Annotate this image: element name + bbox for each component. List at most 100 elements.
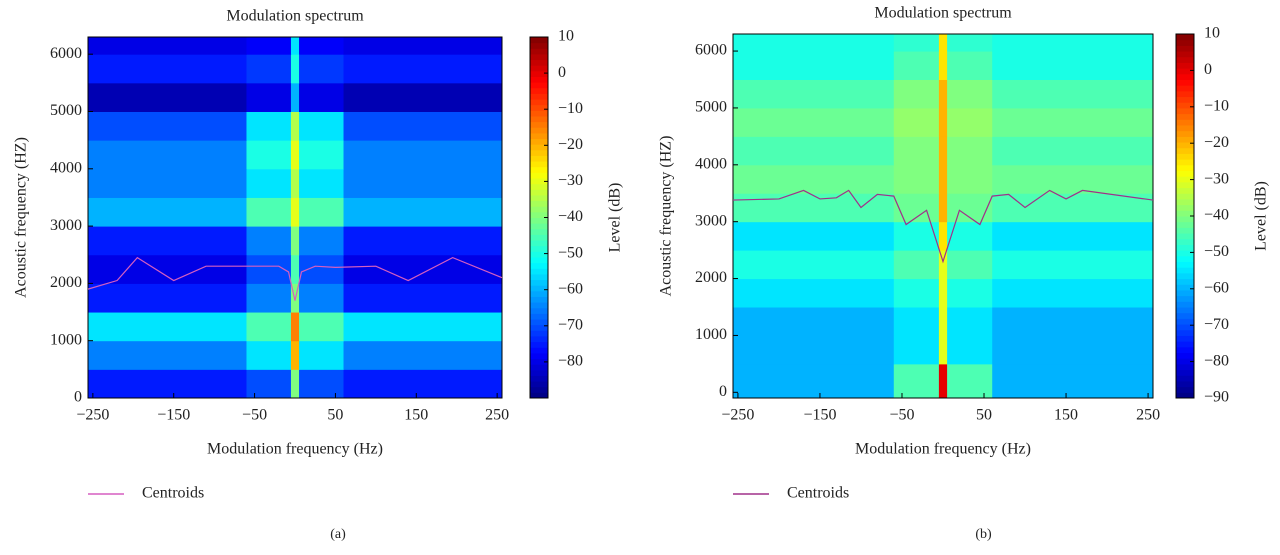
y-tick-label: 6000 — [50, 45, 82, 62]
colorbar-step — [1176, 341, 1194, 348]
colorbar-step — [530, 313, 548, 320]
x-tick-label: 250 — [485, 407, 509, 424]
colorbar-step — [1176, 85, 1194, 92]
colorbar-tick-label: −30 — [558, 172, 583, 189]
colorbar-step — [530, 200, 548, 207]
colorbar-step — [530, 144, 548, 151]
colorbar-tick-label: −40 — [1204, 207, 1229, 224]
colorbar-step — [530, 48, 548, 55]
heatmap-cell — [343, 312, 503, 342]
colorbar-tick-label: 10 — [558, 28, 574, 45]
heatmap-cell — [992, 79, 1154, 109]
heatmap-cell — [343, 226, 503, 256]
colorbar-step — [530, 369, 548, 376]
heatmap-cell — [938, 193, 948, 223]
colorbar-step — [530, 53, 548, 61]
caption: (a) — [330, 527, 346, 542]
x-tick-label: −250 — [76, 407, 109, 424]
colorbar-step — [530, 87, 548, 94]
heatmap-cell — [299, 283, 345, 313]
colorbar-step — [1176, 153, 1194, 160]
colorbar-step — [530, 324, 548, 331]
heatmap-cell — [893, 164, 940, 194]
heatmap-cell — [88, 340, 247, 370]
colorbar-step — [530, 335, 548, 343]
colorbar-step — [1176, 301, 1194, 308]
heatmap-cell — [343, 254, 503, 284]
heatmap-cell — [343, 197, 503, 227]
heatmap-cell — [246, 226, 292, 256]
heatmap-cell — [938, 221, 948, 251]
centroid-line — [87, 256, 503, 301]
heatmap-cell — [299, 82, 345, 112]
heatmap-cell — [246, 369, 292, 399]
y-tick-label: 5000 — [50, 102, 82, 119]
colorbar-step — [1176, 255, 1194, 262]
legend-label: Centroids — [787, 485, 849, 502]
heatmap-cell — [88, 197, 247, 227]
colorbar-step — [1176, 79, 1194, 86]
heatmap-cell — [343, 168, 503, 198]
colorbar-step — [530, 256, 548, 264]
colorbar-tick-label: −30 — [1204, 170, 1229, 187]
heatmap-cell — [88, 37, 247, 55]
heatmap-cell — [88, 111, 247, 141]
y-tick-label: 6000 — [695, 42, 727, 59]
colorbar-step — [530, 172, 548, 179]
colorbar-step — [1176, 369, 1194, 376]
colorbar-step — [1176, 210, 1194, 217]
x-tick-label: −50 — [889, 407, 914, 424]
y-tick-label: 4000 — [695, 155, 727, 172]
heatmap-cell — [733, 363, 895, 399]
heatmap-cell — [88, 54, 247, 84]
heatmap-cell — [246, 283, 292, 313]
heatmap-cell — [992, 278, 1154, 308]
heatmap-cell — [992, 363, 1154, 399]
heatmap-cell — [938, 107, 948, 137]
colorbar-step — [530, 386, 548, 393]
heatmap-cell — [88, 82, 247, 112]
colorbar-step — [530, 206, 548, 213]
colorbar-step — [530, 70, 548, 77]
colorbar-step — [530, 99, 548, 106]
y-tick-label: 5000 — [695, 99, 727, 116]
colorbar-tick-label: −50 — [1204, 243, 1229, 260]
colorbar-step — [1176, 221, 1194, 228]
x-tick-label: 150 — [1054, 407, 1078, 424]
colorbar-step — [1176, 363, 1194, 371]
heatmap-cell — [893, 221, 940, 251]
y-tick-label: 1000 — [695, 326, 727, 343]
chart-title: Modulation spectrum — [874, 5, 1012, 22]
colorbar-step — [1176, 102, 1194, 109]
heatmap-cell — [733, 193, 895, 223]
heatmap-cell — [733, 221, 895, 251]
colorbar-step — [1176, 68, 1194, 75]
heatmap-cell — [290, 312, 300, 342]
colorbar-tick-label: −70 — [1204, 316, 1229, 333]
heatmap-cell — [733, 335, 895, 365]
y-tick-label: 2000 — [695, 269, 727, 286]
colorbar-step — [1176, 187, 1194, 194]
heatmap-cell — [992, 34, 1154, 52]
heatmap-cell — [992, 136, 1154, 166]
heatmap-cell — [290, 82, 300, 112]
heatmap-cell — [290, 168, 300, 198]
colorbar-step — [530, 189, 548, 196]
heatmap-cell — [343, 340, 503, 370]
heatmap-cell — [88, 369, 247, 399]
colorbar-step — [1176, 198, 1194, 206]
heatmap-cell — [343, 283, 503, 313]
heatmap-cell — [88, 312, 247, 342]
colorbar-step — [530, 251, 548, 258]
colorbar-step — [1176, 39, 1194, 46]
heatmap-cell — [947, 51, 993, 80]
heatmap-cell — [893, 278, 940, 308]
colorbar-step — [530, 290, 548, 297]
colorbar-step — [1176, 62, 1194, 69]
x-tick-label: −150 — [157, 407, 190, 424]
heatmap-cell — [947, 363, 993, 399]
colorbar-step — [1176, 216, 1194, 223]
colorbar-tick-label: 10 — [1204, 25, 1220, 42]
heatmap-cell — [343, 140, 503, 170]
plot-frame — [87, 36, 503, 399]
